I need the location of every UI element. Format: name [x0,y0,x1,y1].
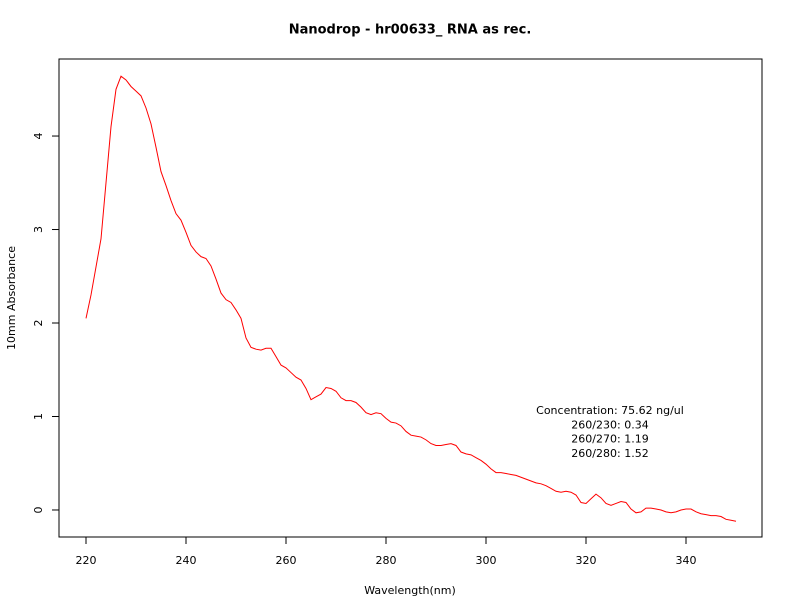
y-tick-label: 0 [32,506,45,513]
y-tick-label: 4 [32,133,45,140]
y-tick-label: 2 [32,320,45,327]
x-tick-label: 320 [576,554,597,567]
x-tick-label: 280 [376,554,397,567]
x-tick-label: 220 [76,554,97,567]
chart-title: Nanodrop - hr00633_ RNA as rec. [289,23,532,38]
y-axis-label: 10mm Absorbance [5,246,18,350]
x-axis-label: Wavelength(nm) [364,584,456,597]
annotation: 260/230: 0.34 [571,418,648,431]
annotation: Concentration: 75.62 ng/ul [536,404,684,417]
annotation: 260/280: 1.52 [571,447,648,460]
y-tick-label: 3 [32,226,45,233]
data-line [85,75,737,522]
y-tick-label: 1 [32,413,45,420]
x-tick-label: 260 [276,554,297,567]
annotation: 260/270: 1.19 [571,433,648,446]
plot-frame [58,58,763,538]
x-tick-label: 300 [476,554,497,567]
x-tick-label: 340 [676,554,697,567]
x-tick-label: 240 [176,554,197,567]
